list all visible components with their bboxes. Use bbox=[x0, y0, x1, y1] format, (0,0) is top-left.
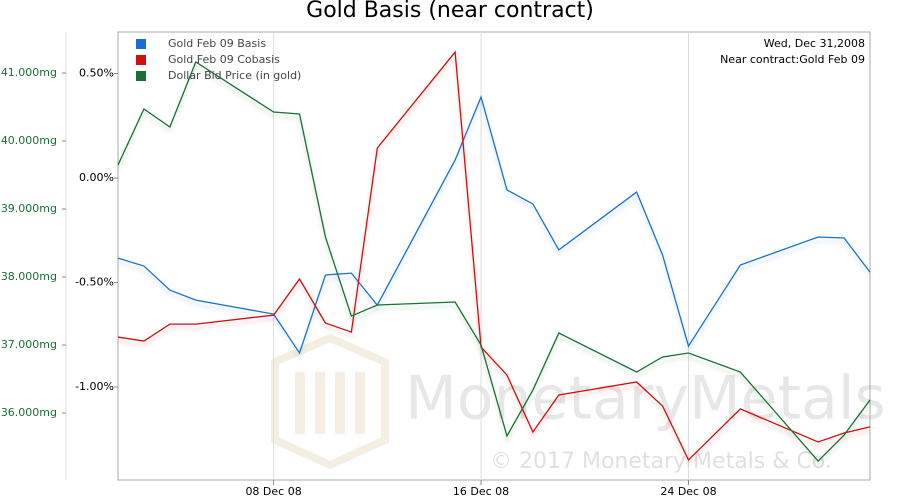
legend-swatch bbox=[136, 71, 146, 81]
copyright: © 2017 Monetary Metals & Co. bbox=[490, 449, 832, 474]
x-tick-label: 08 Dec 08 bbox=[245, 485, 301, 498]
y2-tick-label: 36.000mg bbox=[1, 406, 57, 419]
x-tick-label: 16 Dec 08 bbox=[453, 485, 509, 498]
chart-title: Gold Basis (near contract) bbox=[306, 0, 594, 23]
y-tick-label: -1.00% bbox=[75, 380, 114, 393]
legend-label: Gold Feb 09 Basis bbox=[168, 37, 266, 50]
x-tick-label: 24 Dec 08 bbox=[660, 485, 716, 498]
series-line bbox=[117, 94, 871, 355]
y2-tick-label: 39.000mg bbox=[1, 202, 57, 215]
legend-swatch bbox=[136, 39, 146, 49]
y2-tick-label: 37.000mg bbox=[1, 338, 57, 351]
y-tick-label: 0.00% bbox=[79, 171, 114, 184]
y-tick-label: 0.50% bbox=[79, 67, 114, 80]
y2-tick-label: 40.000mg bbox=[1, 134, 57, 147]
date-label: Wed, Dec 31,2008 bbox=[764, 37, 865, 50]
legend-label: Gold Feb 09 Cobasis bbox=[168, 53, 280, 66]
y2-tick-label: 38.000mg bbox=[1, 270, 57, 283]
legend-swatch bbox=[136, 55, 146, 65]
watermark-text: MonetaryMetals bbox=[405, 364, 886, 434]
series-line bbox=[117, 61, 871, 462]
y2-tick-label: 41.000mg bbox=[1, 66, 57, 79]
watermark-logo bbox=[271, 333, 389, 470]
y-tick-label: -0.50% bbox=[75, 276, 114, 289]
contract-label: Near contract:Gold Feb 09 bbox=[720, 53, 865, 66]
plot-frame bbox=[117, 31, 871, 481]
legend-label: Dollar Bid Price (in gold) bbox=[168, 69, 301, 82]
